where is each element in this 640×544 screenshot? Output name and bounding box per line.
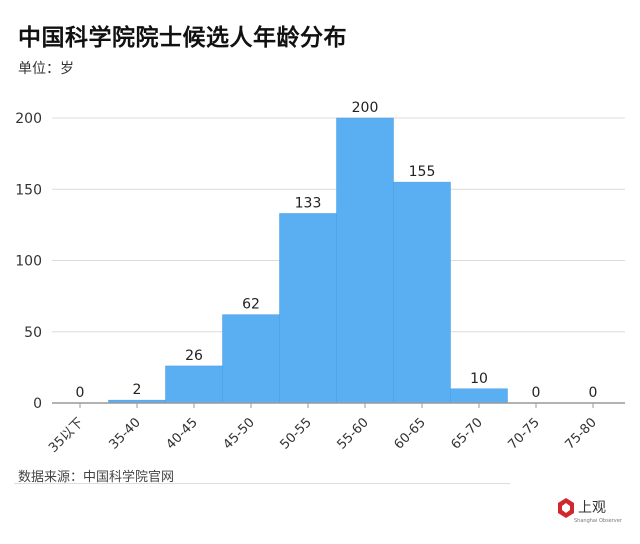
x-tick-label: 70-75 <box>506 415 543 452</box>
data-label: 62 <box>242 297 260 313</box>
source-note: 数据来源：中国科学院官网 <box>18 470 175 485</box>
x-tick-label: 40-45 <box>164 415 201 452</box>
x-tick-label: 35-40 <box>107 415 144 452</box>
chart-subtitle: 单位：岁 <box>18 61 74 77</box>
x-tick-label: 45-50 <box>221 415 258 452</box>
chart-title: 中国科学院院士候选人年龄分布 <box>18 25 347 51</box>
data-label: 2 <box>133 382 142 398</box>
logo-text: 上观 <box>578 500 606 516</box>
x-tick-label: 50-55 <box>278 415 315 452</box>
x-tick-label: 55-60 <box>335 415 372 452</box>
bar <box>165 365 223 404</box>
divider <box>14 483 510 484</box>
y-tick-label: 100 <box>15 254 42 270</box>
data-label: 10 <box>470 371 488 387</box>
bar <box>336 117 394 404</box>
bar <box>450 388 508 404</box>
bar <box>393 181 451 404</box>
data-label: 0 <box>589 385 598 401</box>
logo-subtitle: Shanghai Observer <box>574 518 622 524</box>
data-label: 155 <box>409 164 436 180</box>
x-tick-label: 35以下 <box>46 415 87 456</box>
bar <box>279 213 337 404</box>
y-tick-label: 50 <box>24 325 42 341</box>
data-label: 0 <box>532 385 541 401</box>
x-tick-label: 65-70 <box>449 415 486 452</box>
x-tick-label: 75-80 <box>563 415 600 452</box>
data-label: 26 <box>185 348 203 364</box>
x-tick-label: 60-65 <box>392 415 429 452</box>
data-label: 133 <box>295 195 322 211</box>
y-tick-label: 0 <box>33 396 42 412</box>
y-tick-label: 200 <box>15 111 42 127</box>
logo-icon <box>558 498 574 518</box>
y-tick-label: 150 <box>15 182 42 198</box>
data-label: 0 <box>76 385 85 401</box>
bar <box>222 314 280 404</box>
data-label: 200 <box>352 100 379 116</box>
